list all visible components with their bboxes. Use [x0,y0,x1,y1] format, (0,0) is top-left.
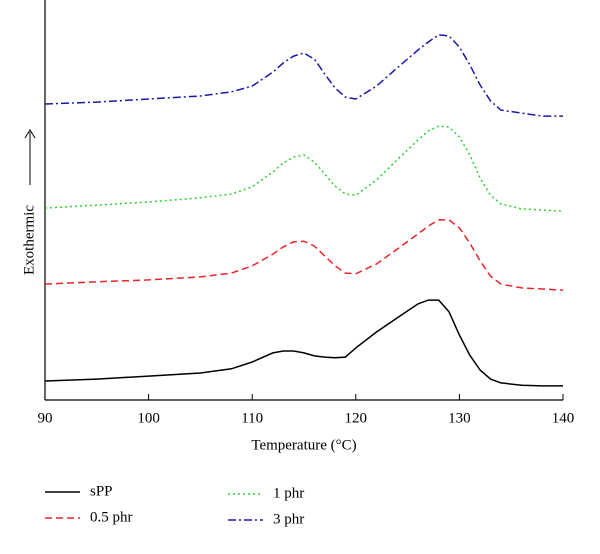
y-arrow [24,129,36,185]
x-tick-label: 120 [345,410,368,426]
x-tick-label: 130 [448,410,471,426]
line-series [44,125,564,212]
legend-label: 1 phr [273,485,304,501]
line-series [44,34,563,117]
x-tick-label: 100 [137,410,160,426]
legend-label: sPP [90,483,113,499]
x-axis-label: Temperature (°C) [251,437,356,453]
line-series [44,299,563,387]
legend-label: 3 phr [273,511,304,527]
y-axis-label: Exothermic [21,205,37,275]
legend-label: 0.5 phr [90,509,133,525]
x-tick-label: 140 [552,410,575,426]
x-tick-label: 90 [38,410,53,426]
x-tick-label: 110 [241,410,263,426]
line-series [44,219,564,291]
